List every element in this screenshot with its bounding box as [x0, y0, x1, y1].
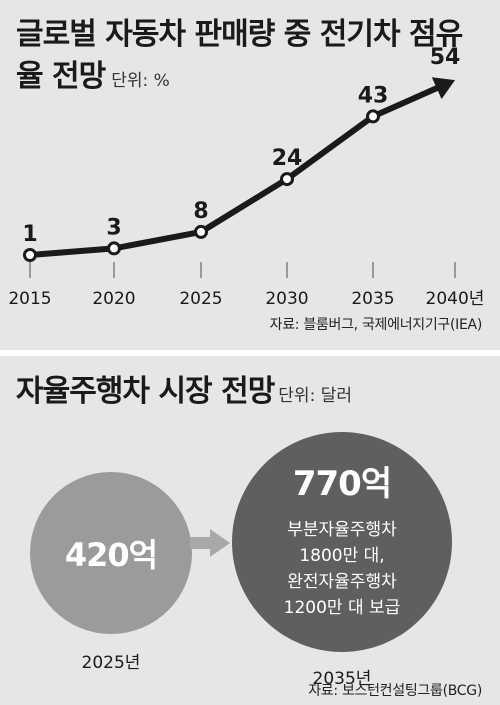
x-tick-label: 2015 — [8, 289, 51, 309]
data-label: 1 — [22, 222, 37, 247]
ev-share-source: 자료: 블룸버그, 국제에너지기구(IEA) — [269, 317, 483, 333]
data-point — [194, 224, 208, 239]
ev-share-panel — [0, 0, 500, 350]
data-point — [107, 241, 121, 256]
x-tick-label: 2035 — [351, 289, 394, 309]
market-bubble-2025: 420억 — [30, 472, 192, 634]
data-label: 8 — [193, 199, 208, 224]
x-tick-label: 2025 — [179, 289, 222, 309]
data-point — [280, 172, 294, 187]
market-note-line-3: 완전자율주행차 — [287, 571, 397, 592]
x-tick-label: 2030 — [265, 289, 308, 309]
data-point — [366, 109, 380, 124]
autonomous-market-title: 자율주행차 시장 전망 단위: 달러 — [16, 372, 352, 416]
data-label: 3 — [106, 215, 121, 240]
market-note-line-1: 부분자율주행차 — [287, 519, 397, 540]
market-bubble-2035: 770억 부분자율주행차 1800만 대, 완전자율주행차 1200만 대 보급 — [232, 432, 452, 652]
autonomous-market-title-text: 자율주행차 시장 전망 — [16, 374, 275, 409]
right-arrow-icon — [190, 529, 230, 557]
market-year-2035: 2035년 — [312, 669, 372, 689]
autonomous-market-source: 자료: 보스턴컨설팅그룹(BCG) — [308, 683, 482, 699]
market-note-line-2: 1800만 대, — [299, 545, 385, 566]
data-label: 43 — [358, 83, 389, 108]
market-note-line-4: 1200만 대 보급 — [283, 597, 401, 618]
autonomous-market-unit: 단위: 달러 — [278, 386, 352, 406]
market-value-2035: 770억 — [292, 463, 392, 504]
x-tick-label: 2020 — [92, 289, 135, 309]
ev-share-title: 글로벌 자동차 판매량 중 전기차 점유율 전망 단위: % — [16, 14, 486, 102]
data-label: 24 — [272, 146, 303, 171]
ev-share-unit: 단위: % — [111, 71, 170, 91]
ev-share-line-chart: 1 3 8 24 43 54 2015 2020 2025 2030 2035 2040년 — [8, 45, 485, 309]
data-label: 54 — [430, 45, 461, 70]
data-point — [23, 248, 37, 262]
market-year-2025: 2025년 — [81, 653, 141, 673]
series-line — [27, 82, 446, 258]
market-value-2025: 420억 — [64, 536, 158, 574]
series-arrowhead — [431, 77, 455, 100]
ev-share-title-text: 글로벌 자동차 판매량 중 전기차 점유율 전망 — [16, 17, 463, 94]
x-tick-label: 2040년 — [426, 289, 485, 309]
